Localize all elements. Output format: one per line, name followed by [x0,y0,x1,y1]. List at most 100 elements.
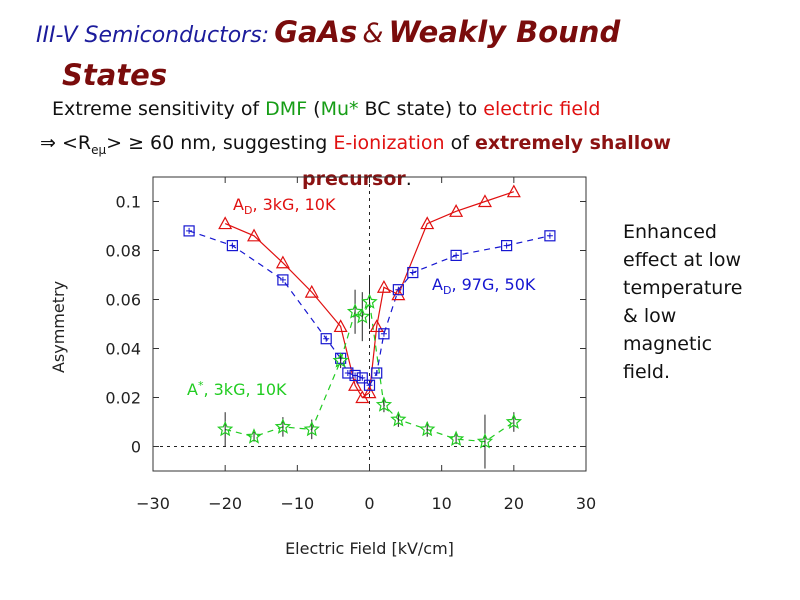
data-point [391,287,406,301]
note-line: Enhanced [623,221,717,243]
data-point [226,240,238,252]
bullet-r-open: <R [55,132,92,154]
title-prefix: III-V Semiconductors: [36,23,270,48]
series-curve [368,301,515,443]
x-tick-label: 20 [504,494,524,513]
series-label: AD, 97G, 50K [432,275,536,297]
side-note: Enhanced effect at low temperature & low… [623,218,793,386]
data-point [477,194,492,208]
data-point [476,433,494,449]
x-axis-label: Electric Field [kV/cm] [285,539,454,558]
implies-arrow: ⇒ [40,132,56,154]
slide-title: III-V Semiconductors: GaAs & Weakly Boun… [36,12,776,57]
data-point [354,308,371,324]
series-label: A*, 3kG, 10K [187,379,287,399]
data-point [218,216,233,230]
data-point [449,204,464,217]
data-point [320,333,332,345]
y-tick-label: 0.08 [105,242,141,261]
note-line: magnetic [623,333,713,355]
data-point [245,428,263,444]
data-point [506,184,521,198]
data-point [375,396,393,412]
series-curve [368,235,551,386]
data-point [419,420,436,437]
x-tick-label: 0 [364,494,374,513]
data-point-cross [359,374,366,381]
data-point-cross [186,227,193,234]
data-point [303,420,320,437]
bullet-eion: E-ionization [333,132,445,154]
subtitle-mu: Mu* [320,98,359,120]
data-point [183,225,195,237]
data-point [505,413,523,429]
subtitle: Extreme sensitivity of DMF (Mu* BC state… [52,98,600,120]
data-point-cross [503,242,510,249]
data-point-cross [395,286,402,293]
x-tick-label: −20 [208,494,242,513]
series-curve [188,230,370,386]
data-point [544,230,556,242]
data-point [247,228,262,242]
subtitle-p3: BC state) to [358,98,484,120]
data-point [407,266,419,279]
data-point [349,369,361,382]
data-point [361,293,378,309]
data-point [392,284,404,296]
note-line: effect at low [623,249,741,271]
y-tick-label: 0.04 [105,340,141,359]
data-point-cross [366,382,373,389]
data-point-cross [323,335,330,342]
data-point [363,379,376,391]
data-point [277,274,289,286]
data-point-cross [279,276,286,283]
data-point-cross [229,242,236,249]
data-point-cross [409,269,416,276]
x-tick-label: −10 [280,494,314,513]
subtitle-p1: Extreme sensitivity of [52,98,266,120]
y-tick-label: 0.02 [105,389,141,408]
note-line: field. [623,361,671,383]
bullet-period: . [405,168,412,190]
bullet-precursor: precursor [302,168,406,190]
data-point [420,216,435,230]
series-label: AD, 3kG, 10K [233,195,336,217]
series-curve [225,301,371,438]
data-point [333,319,348,333]
title-line2: States [62,58,168,92]
data-point [362,385,377,399]
data-point [378,328,390,340]
data-point-cross [546,232,553,239]
note-line: temperature [623,277,743,299]
y-tick-label: 0.06 [105,291,141,310]
y-axis-label: Asymmetry [49,281,68,373]
data-point-cross [380,330,387,337]
bullet-line-2: precursor. [302,168,412,190]
data-point [342,367,354,379]
data-point [376,279,391,293]
data-point [274,418,292,434]
title-amp: & [362,18,384,49]
title-rest: Weakly Bound [388,15,621,49]
x-tick-label: −30 [136,494,170,513]
data-point [216,420,234,437]
data-point [332,352,349,368]
data-point [390,411,407,427]
data-point [348,377,363,391]
data-point [447,430,465,447]
y-tick-label: 0.1 [116,193,141,212]
bullet-r-sub: eμ [91,142,107,157]
subtitle-ef: electric field [483,98,601,120]
data-point [304,284,319,298]
bullet-r-close: > ≥ 60 nm, suggesting [106,132,334,154]
subtitle-p2: ( [307,98,321,120]
data-point [275,255,290,269]
bullet-line: ⇒ <Reμ> ≥ 60 nm, suggesting E-ionization… [40,132,671,157]
data-point [371,367,383,379]
bullet-shallow: extremely shallow [474,132,671,154]
data-point [501,240,513,252]
note-line: & low [623,305,677,327]
y-tick-label: 0 [131,438,141,457]
bullet-of: of [444,132,475,154]
